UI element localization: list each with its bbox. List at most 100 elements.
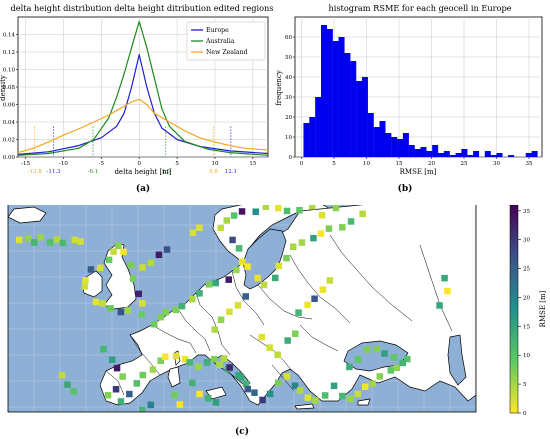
geocell [258, 333, 265, 341]
histogram-bar [397, 139, 404, 157]
geocell [96, 264, 104, 271]
border-line [105, 370, 125, 396]
geocell [77, 238, 84, 245]
geocell [339, 392, 346, 400]
rmse-histogram: histogram RSME for each geocell in Europ… [275, 3, 543, 194]
geocell [104, 392, 112, 399]
geocell [266, 344, 273, 351]
x-tick-label: 5 [175, 161, 179, 167]
x-tick-label: 5 [332, 161, 336, 167]
geocell [298, 239, 306, 246]
geocell [211, 326, 218, 333]
colorbar-tick-label: 5 [523, 382, 527, 388]
geocell [312, 397, 319, 404]
geocell [321, 392, 329, 399]
histogram-bar [420, 147, 427, 157]
chart-a-x-axis-label: delta height [m] [114, 168, 171, 176]
geocell [135, 290, 142, 298]
geocell [233, 266, 240, 274]
geocell [58, 372, 66, 379]
x-tick-label: 10 [211, 161, 218, 167]
histogram-bar [455, 153, 462, 157]
histogram-bar [467, 155, 474, 157]
histogram-bar [385, 133, 392, 157]
geocell [296, 207, 303, 214]
geocell [117, 308, 125, 316]
chart-a-x-ticks: -15 -10 -5 0 5 10 15 [21, 157, 257, 167]
histogram-bar [321, 25, 327, 157]
y-tick-label: 20 [285, 115, 292, 121]
histogram-bar [432, 145, 439, 157]
geocell [162, 309, 169, 316]
x-tick-label: 25 [461, 161, 468, 167]
y-tick-label: 0.08 [3, 85, 16, 91]
colorbar-tick-label: 30 [523, 238, 530, 244]
geocell [441, 274, 448, 282]
geocell [139, 300, 146, 307]
geocell [284, 337, 291, 344]
geocell [226, 308, 233, 315]
border-line [195, 292, 231, 356]
geocell [283, 254, 290, 262]
geocell [363, 346, 371, 353]
geocell [274, 351, 281, 358]
geocell [64, 381, 71, 388]
geocell [259, 396, 266, 404]
geocell [369, 380, 376, 387]
histogram-bar [531, 151, 538, 157]
legend-label: New Zealand [206, 49, 248, 56]
histogram-bar [344, 53, 351, 157]
colorbar-tick-label: 35 [523, 209, 530, 215]
rmse-map: 0 5 10 15 20 25 30 35 RMSE [m] (c) [7, 205, 547, 437]
chart-b-bars [303, 25, 538, 157]
chart-a-y-ticks: 0.00 0.02 0.04 0.06 0.08 0.10 0.12 0.14 [3, 33, 18, 161]
geocell [149, 366, 157, 373]
geocell [181, 355, 189, 363]
x-tick-label: 0 [300, 161, 304, 167]
histogram-bar [525, 153, 532, 157]
sardinia-land [167, 366, 181, 388]
x-tick-label: -5 [99, 161, 105, 167]
geocell [283, 207, 291, 215]
panel-a-label: (a) [136, 183, 150, 194]
colorbar-tick-label: 10 [523, 353, 530, 359]
histogram-bar [338, 37, 345, 157]
geocell [196, 224, 203, 231]
geocell [444, 287, 451, 295]
geocell [37, 234, 44, 241]
chart-a-legend: Europe Australia New Zealand [186, 21, 266, 61]
geocell [254, 274, 261, 282]
y-tick-label: 0.02 [3, 138, 15, 144]
geocell [133, 380, 140, 387]
geocell [189, 295, 196, 303]
histogram-bar [326, 29, 333, 157]
y-tick-label: 0.00 [3, 155, 16, 161]
border-line [257, 284, 313, 320]
histogram-bar [461, 149, 468, 157]
histogram-bar [350, 61, 357, 157]
geocell [242, 380, 250, 388]
border-line [299, 324, 339, 352]
y-tick-label: 0.06 [3, 103, 16, 109]
geocell [99, 300, 107, 307]
panel-b-label: (b) [398, 183, 413, 194]
geocell [330, 382, 338, 390]
geocell [124, 307, 131, 314]
border-line [329, 234, 413, 322]
geocell [354, 390, 362, 398]
legend-box [186, 21, 266, 61]
geocell [157, 357, 164, 364]
x-tick-label: 35 [526, 161, 533, 167]
geocell [216, 361, 223, 368]
geocell [238, 208, 246, 215]
panel-c-label: (c) [235, 426, 249, 437]
geocell [71, 236, 79, 244]
colorbar-ticks: 0 5 10 15 20 25 30 35 [518, 209, 530, 417]
x-tick-label: -15 [21, 161, 30, 167]
geocell [115, 242, 122, 249]
geocell [189, 379, 196, 387]
colorbar: 0 5 10 15 20 25 30 35 RMSE [m] [509, 205, 547, 417]
geocell [347, 218, 355, 225]
geocell [112, 386, 120, 393]
border-line [289, 254, 351, 324]
